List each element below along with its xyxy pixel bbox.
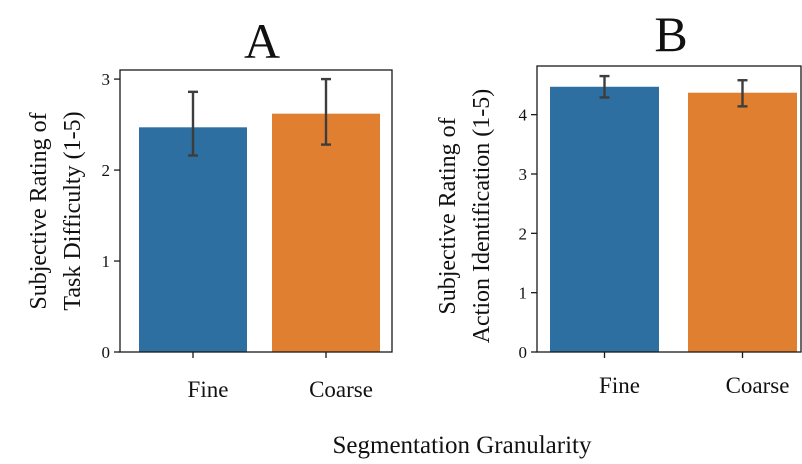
panel-a-letter: A <box>244 13 280 69</box>
panel-a-errorbar-fine <box>188 90 198 157</box>
panel-b-ytick-label: 1 <box>519 284 528 303</box>
panel-b-errorbar-coarse <box>737 79 748 108</box>
panel-b-axes-frame <box>536 65 802 353</box>
panel-b-xtick-label-fine: Fine <box>599 373 640 398</box>
panel-a-ylabel-line-2: Task Difficulty (1-5) <box>60 111 86 310</box>
panel-a-bar-fine <box>139 127 247 352</box>
panel-a-bar-coarse <box>272 113 380 352</box>
panel-a-xtick-label-coarse: Coarse <box>309 377 373 402</box>
panel-b-ytick-label: 0 <box>519 343 528 362</box>
panel-b-ylabel-line-1: Subjective Rating of <box>435 117 461 314</box>
panel-b-ylabel-line-2: Action Identification (1-5) <box>469 89 495 344</box>
panel-a-xtick-label-fine: Fine <box>188 377 229 402</box>
panel-b-ytick-label: 3 <box>519 165 528 184</box>
shared-x-axis-label: Segmentation Granularity <box>333 432 592 459</box>
panel-b-ytick-label: 2 <box>519 224 528 243</box>
panel-b-xtick-label-coarse: Coarse <box>726 373 790 398</box>
panel-a-ytick-label: 1 <box>102 252 111 271</box>
panel-a-ytick-label: 2 <box>102 161 111 180</box>
panel-a-ytick-label: 3 <box>102 70 111 89</box>
panel-b-bar-fine <box>550 86 659 352</box>
panel-b: B 0 1 2 3 4 Fine Coarse Subjective Rating of Acti… <box>435 6 802 398</box>
panel-a-ytick-label: 0 <box>102 343 111 362</box>
panel-a-axes-frame <box>119 69 393 353</box>
panel-a: A 0 1 2 3 Fine Coarse Subjective Rating of Task … <box>26 13 393 402</box>
panel-b-errorbar-fine <box>599 74 610 99</box>
panel-a-ylabel-line-1: Subjective Rating of <box>26 112 52 309</box>
panel-a-errorbar-coarse <box>321 77 331 146</box>
panel-b-letter: B <box>654 6 687 62</box>
panel-b-bar-coarse <box>688 92 797 353</box>
panel-b-ytick-label: 4 <box>519 106 528 125</box>
